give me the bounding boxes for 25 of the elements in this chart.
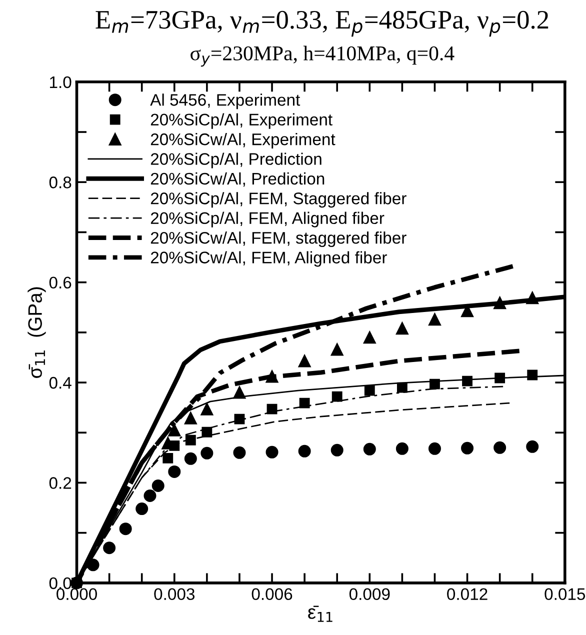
legend-label: 20%SiCp/Al, FEM, Staggered fiber xyxy=(150,192,406,208)
y-tick-label: 0.4 xyxy=(49,376,72,389)
x-tick-label: 0.003 xyxy=(154,588,195,600)
legend-label: Al 5456, Experiment xyxy=(150,94,300,110)
y-tick-label: 0.2 xyxy=(49,477,72,489)
legend-label: 20%SiCw/Al, FEM, staggered fiber xyxy=(150,232,406,248)
legend-label: 20%SiCp/Al, FEM, Aligned fiber xyxy=(150,212,384,228)
x-axis-title: ε̄$_{11}$ xyxy=(308,606,332,622)
x-tick-label: 0.006 xyxy=(252,588,292,600)
y-tick-label: 0.0 xyxy=(49,577,72,590)
y-axis-title: σ̄$_{11}$ (GPa) xyxy=(28,287,46,378)
x-tick-label: 0.012 xyxy=(447,588,488,600)
y-tick-label: 0.6 xyxy=(49,276,72,289)
y-tick-label: 0.8 xyxy=(49,176,72,188)
legend-label: 20%SiCw/Al, FEM, Aligned fiber xyxy=(150,251,387,267)
chart-subtitle: σ$_{y}$=230MPa, h=410MPa, q=0.4 xyxy=(190,46,454,67)
y-tick-label: 1.0 xyxy=(50,76,72,88)
x-tick-label: 0.015 xyxy=(544,588,586,600)
legend-label: 20%SiCp/Al, Prediction xyxy=(150,152,322,168)
x-tick-label: 0.000 xyxy=(56,588,97,600)
legend-label: 20%SiCp/Al, Experiment xyxy=(150,113,332,129)
legend-label: 20%SiCw/Al, Experiment xyxy=(150,132,336,149)
x-tick-label: 0.009 xyxy=(349,588,390,600)
chart-title: E$_{m}$=73GPa, ν$_{m}$=0.33, E$_{p}$=485GPa, ν$_{p}$=0.2 xyxy=(96,10,548,37)
legend-label: 20%SiCw/Al, Prediction xyxy=(150,172,324,187)
